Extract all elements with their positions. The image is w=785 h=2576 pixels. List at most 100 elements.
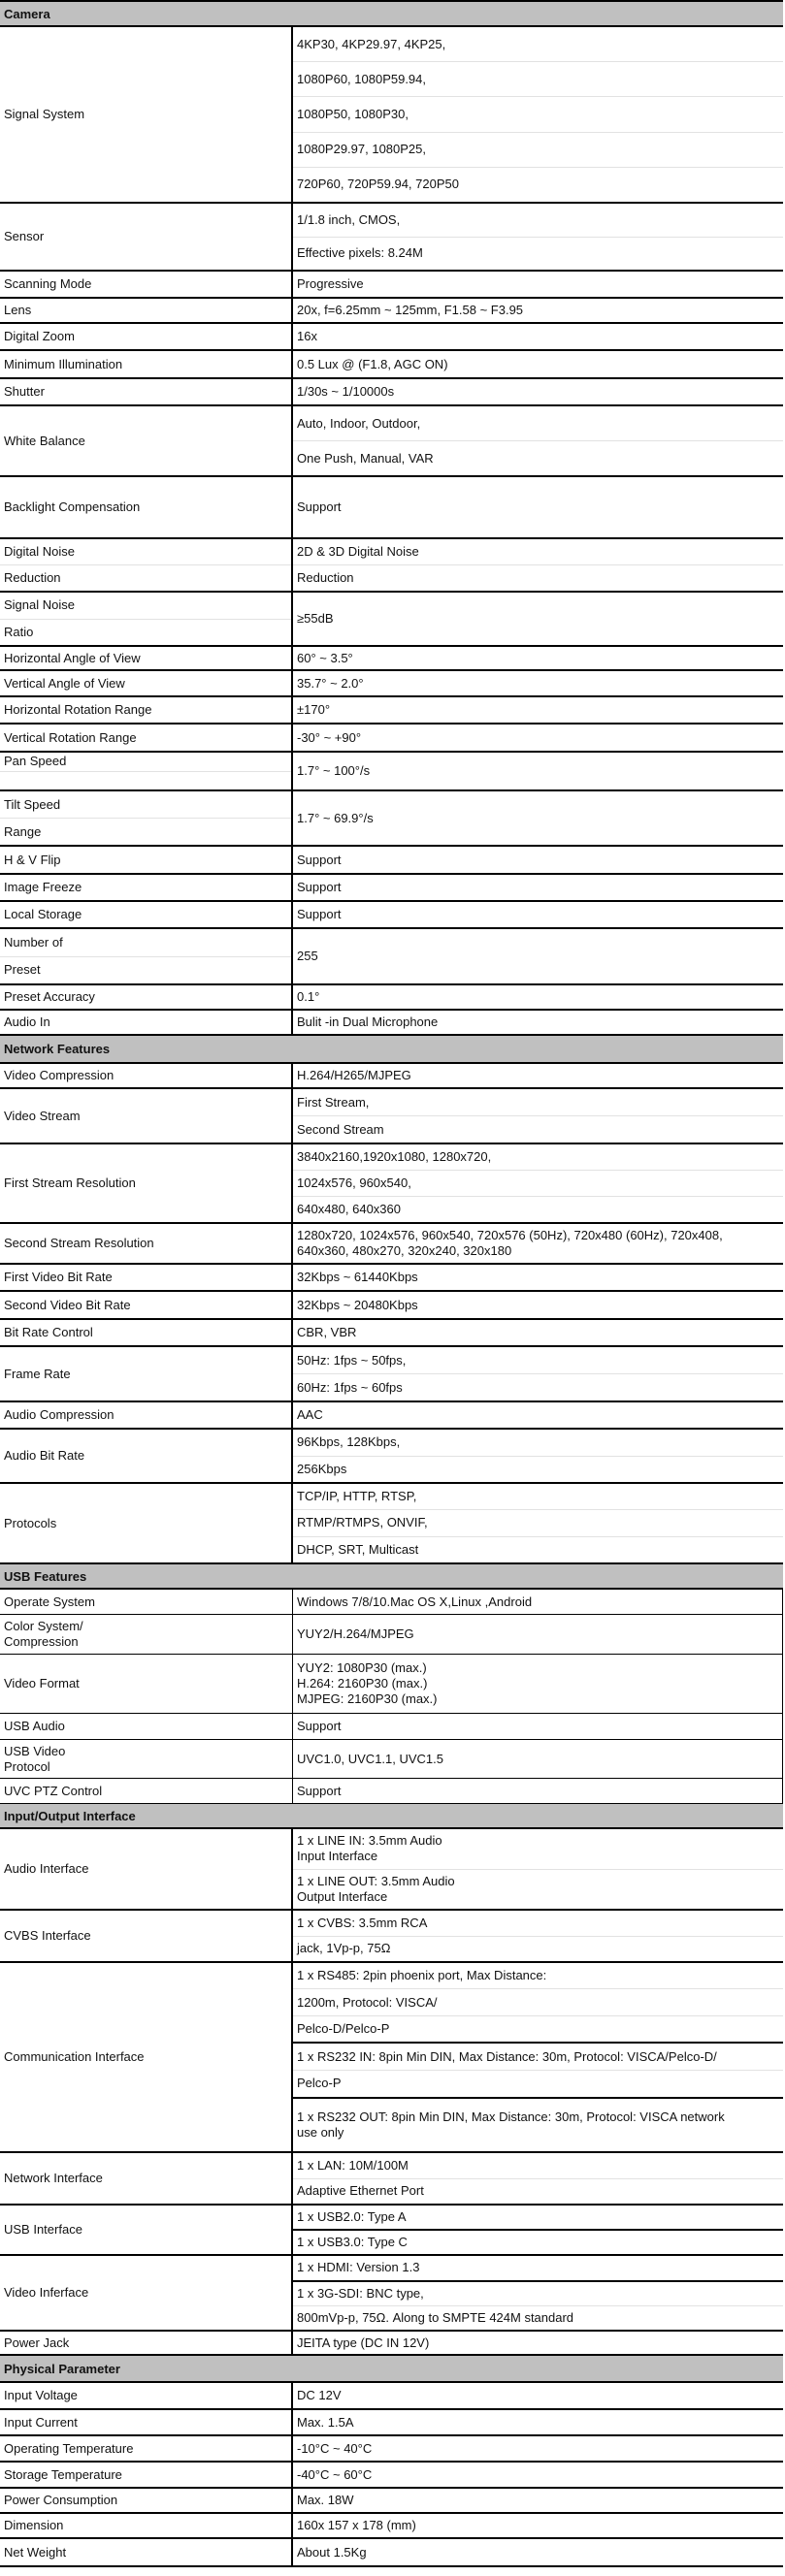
spec-row-bit-rate-control: Bit Rate Control CBR, VBR xyxy=(0,1320,783,1347)
spec-value-line: 1 x LAN: 10M/100M xyxy=(297,2157,409,2173)
spec-value-group: 4KP30, 4KP29.97, 4KP25, 1080P60, 1080P59.… xyxy=(293,27,783,202)
spec-row-sensor: Sensor 1/1.8 inch, CMOS, Effective pixels:… xyxy=(0,204,783,272)
spec-label: Input Current xyxy=(0,2410,293,2434)
spec-value-line: Support xyxy=(297,907,342,921)
spec-label: Second Video Bit Rate xyxy=(0,1292,293,1318)
spec-row-usb-video-protocol: USB Video Protocol UVC1.0, UVC1.1, UVC1.5 xyxy=(0,1740,783,1779)
spec-value-line: 60Hz: 1fps ~ 60fps xyxy=(293,1373,783,1401)
spec-value-line: 1.7° ~ 100°/s xyxy=(297,763,371,778)
spec-value-line: 1 x USB2.0: Type A xyxy=(297,2209,407,2224)
spec-value-line: 2D & 3D Digital Noise xyxy=(297,544,419,559)
spec-row-video-inferface: Video Inferface 1 x HDMI: Version 1.3 1 x … xyxy=(0,2256,783,2332)
spec-value-line: AAC xyxy=(297,1407,323,1422)
spec-label-line: Storage Temperature xyxy=(4,2466,122,2482)
spec-label-line: Horizontal Rotation Range xyxy=(4,702,152,717)
spec-value: -10°C ~ 40°C xyxy=(293,2436,783,2461)
spec-label-line: Second Stream Resolution xyxy=(4,1236,154,1250)
spec-row-digital-noise-reduction: Digital Noise Reduction 2D & 3D Digital No… xyxy=(0,539,783,593)
spec-label: Minimum Illumination xyxy=(0,351,293,377)
spec-value-line: 1080P50, 1080P30, xyxy=(293,96,783,131)
spec-value-line: Support xyxy=(297,852,342,867)
spec-value-group: 1 x RS232 OUT: 8pin Min DIN, Max Distanc… xyxy=(293,2096,783,2151)
spec-row-local-storage: Local Storage Support xyxy=(0,902,783,929)
spec-value-line: 1280x720, 1024x576, 960x540, 720x576 (50… xyxy=(297,1228,723,1258)
spec-value: 1/30s ~ 1/10000s xyxy=(293,379,783,404)
spec-label-line: Vertical Angle of View xyxy=(4,675,125,691)
spec-value-line: ≥55dB xyxy=(297,611,334,626)
spec-value-group: Support xyxy=(293,875,783,900)
spec-value-group: 1.7° ~ 69.9°/s xyxy=(293,791,783,845)
spec-value-line: 1 x USB3.0: Type C xyxy=(297,2235,408,2249)
spec-label-line: Image Freeze xyxy=(4,880,82,894)
spec-value: 1 x HDMI: Version 1.3 1 x 3G-SDI: BNC typ… xyxy=(293,2256,783,2330)
spec-value-line: 1 x RS232 IN: 8pin Min DIN, Max Distance… xyxy=(297,2048,717,2064)
spec-row-power-consumption: Power Consumption Max. 18W xyxy=(0,2489,783,2514)
spec-value-line: 255 xyxy=(297,949,318,963)
spec-value: 1 x LINE IN: 3.5mm Audio Input Interface… xyxy=(293,1829,783,1909)
spec-value-line: Support xyxy=(297,880,342,894)
spec-value-group: 16x xyxy=(293,324,783,349)
section-header-camera: Camera xyxy=(0,2,783,27)
spec-label-line: CVBS Interface xyxy=(4,1928,91,1943)
spec-label: Digital Noise Reduction xyxy=(0,539,293,591)
spec-row-input-voltage: Input Voltage DC 12V xyxy=(0,2383,783,2410)
spec-value-group: 1 x RS485: 2pin phoenix port, Max Distan… xyxy=(293,1963,783,2042)
spec-row-operate-system: Operate System Windows 7/8/10.Mac OS X,Li… xyxy=(0,1590,783,1615)
spec-value: 255 xyxy=(293,929,783,983)
spec-value: Windows 7/8/10.Mac OS X,Linux ,Android xyxy=(293,1590,782,1614)
spec-value: 3840x2160,1920x1080, 1280x720, 1024x576, … xyxy=(293,1144,783,1222)
spec-row-number-of-preset: Number of Preset 255 xyxy=(0,929,783,985)
spec-row-preset-accuracy: Preset Accuracy 0.1° xyxy=(0,985,783,1011)
spec-label-line: USB Interface xyxy=(4,2222,82,2237)
spec-value: 1/1.8 inch, CMOS, Effective pixels: 8.24M xyxy=(293,204,783,270)
spec-row-uvc-ptz-control: UVC PTZ Control Support xyxy=(0,1779,783,1804)
spec-value: DC 12V xyxy=(293,2383,783,2408)
spec-label-line xyxy=(0,770,291,790)
spec-value: TCP/IP, HTTP, RTSP, RTMP/RTMPS, ONVIF, DHC… xyxy=(293,1484,783,1562)
spec-value-line: -10°C ~ 40°C xyxy=(297,2440,373,2456)
spec-label: Digital Zoom xyxy=(0,324,293,349)
spec-value-group: 1 x 3G-SDI: BNC type, 800mVp-p, 75Ω. Alon… xyxy=(293,2279,783,2330)
spec-value: 1.7° ~ 100°/s xyxy=(293,753,783,789)
spec-label: Tilt Speed Range xyxy=(0,791,293,845)
spec-label: Video Compression xyxy=(0,1064,293,1087)
spec-value: YUY2/H.264/MJPEG xyxy=(293,1615,782,1654)
spec-label: Operating Temperature xyxy=(0,2436,293,2461)
spec-value-line: Reduction xyxy=(293,564,783,591)
spec-value-group: Support xyxy=(293,902,783,927)
spec-value-line: 1 x LINE OUT: 3.5mm Audio Output Interfa… xyxy=(293,1868,783,1910)
spec-label: Sensor xyxy=(0,204,293,270)
spec-label-line: Audio Bit Rate xyxy=(4,1448,85,1463)
spec-label: Communication Interface xyxy=(0,1963,293,2151)
spec-row-second-video-bit-rate: Second Video Bit Rate 32Kbps ~ 20480Kbps xyxy=(0,1292,783,1320)
spec-value: 60° ~ 3.5° xyxy=(293,647,783,669)
spec-value: 1 x CVBS: 3.5mm RCA jack, 1Vp-p, 75Ω xyxy=(293,1911,783,1961)
spec-label: Horizontal Angle of View xyxy=(0,647,293,669)
spec-label-line: Dimension xyxy=(4,2518,64,2532)
spec-label-line: Second Video Bit Rate xyxy=(4,1297,131,1312)
spec-label: Horizontal Rotation Range xyxy=(0,697,293,723)
spec-row-audio-bit-rate: Audio Bit Rate 96Kbps, 128Kbps, 256Kbps xyxy=(0,1430,783,1484)
spec-label: UVC PTZ Control xyxy=(0,1779,293,1803)
spec-value-line: 4KP30, 4KP29.97, 4KP25, xyxy=(297,36,446,51)
spec-label-line: White Balance xyxy=(4,433,85,448)
spec-row-communication-interface: Communication Interface 1 x RS485: 2pin p… xyxy=(0,1963,783,2153)
spec-label-line: Signal Noise xyxy=(4,597,75,613)
spec-label: First Video Bit Rate xyxy=(0,1265,293,1290)
spec-value: Bulit -in Dual Microphone xyxy=(293,1011,783,1034)
spec-label-line: Pan Speed xyxy=(4,754,67,769)
spec-value-group: Support xyxy=(293,1779,782,1803)
spec-value-group: 1280x720, 1024x576, 960x540, 720x576 (50… xyxy=(293,1224,783,1263)
spec-value-group: UVC1.0, UVC1.1, UVC1.5 xyxy=(293,1740,782,1778)
spec-value: -30° ~ +90° xyxy=(293,724,783,751)
spec-label: Backlight Compensation xyxy=(0,477,293,537)
spec-value-group: 255 xyxy=(293,929,783,983)
spec-value-group: H.264/H265/MJPEG xyxy=(293,1064,783,1087)
spec-label-line: Input Voltage xyxy=(4,2388,78,2402)
spec-value-line: 1024x576, 960x540, xyxy=(293,1170,783,1196)
spec-value-line: 50Hz: 1fps ~ 50fps, xyxy=(297,1352,407,1368)
spec-label-line: Frame Rate xyxy=(4,1366,71,1381)
spec-label: Preset Accuracy xyxy=(0,985,293,1009)
spec-label-line: Local Storage xyxy=(4,907,82,921)
spec-label: Audio Interface xyxy=(0,1829,293,1909)
